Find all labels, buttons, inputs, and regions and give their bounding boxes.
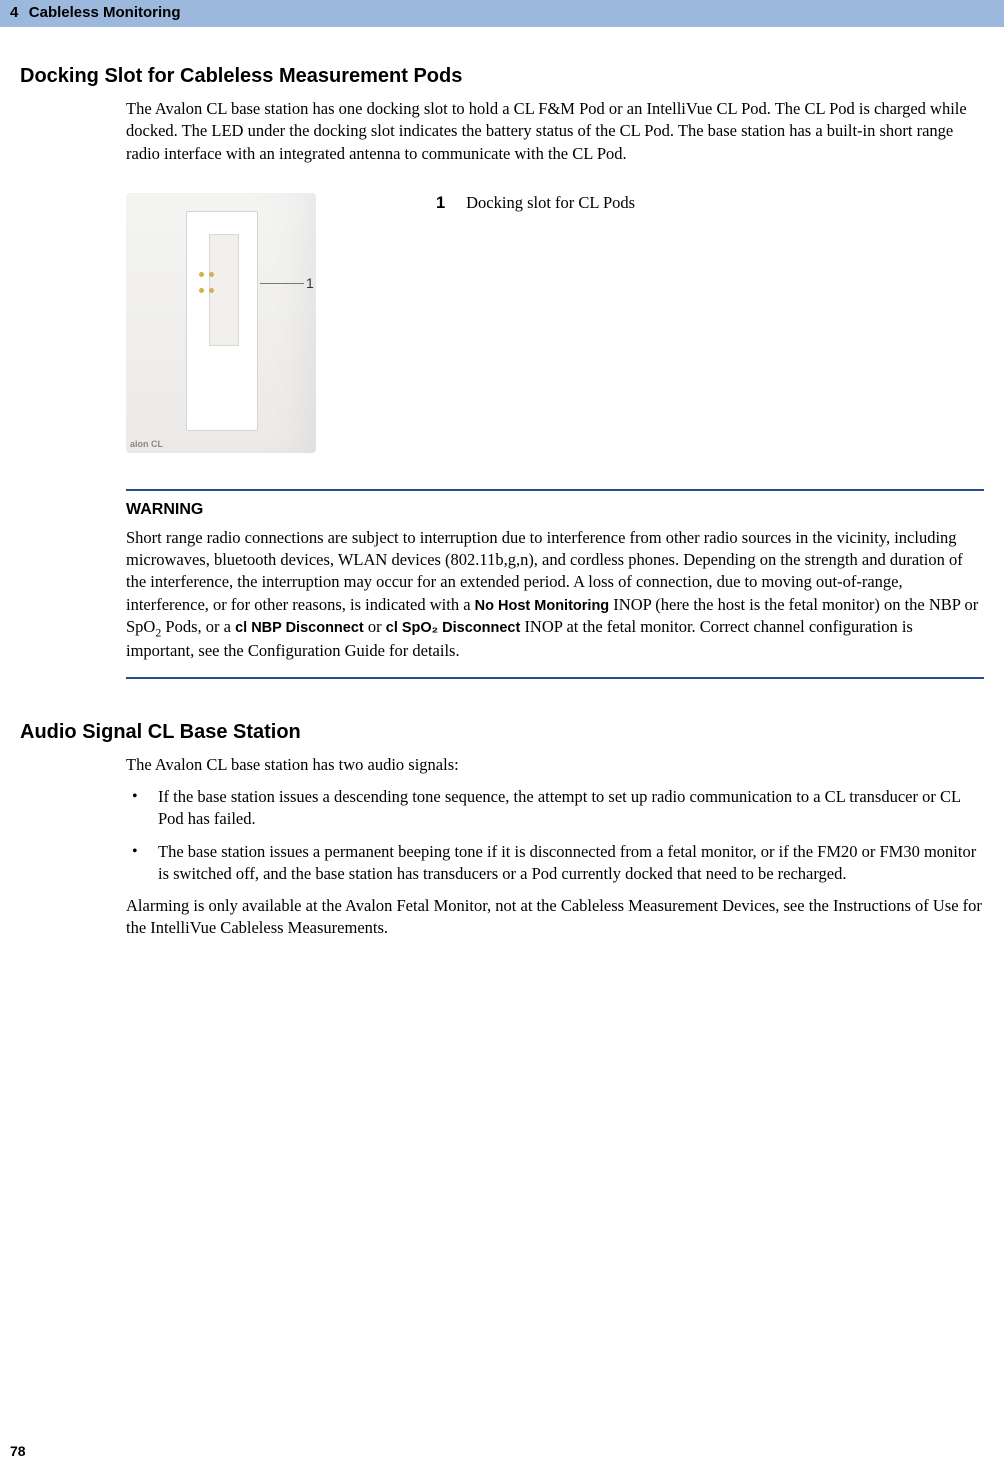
page-body: Docking Slot for Cableless Measurement P… [0,27,1004,940]
device-brand-text: alon CL [130,439,163,449]
figure-row: 1 alon CL 1 Docking slot for CL Pods [126,193,984,453]
legend-text: Docking slot for CL Pods [466,193,635,212]
warning-rule-bottom [126,677,984,679]
callout-number-1: 1 [306,275,314,291]
warning-text: Short range radio connections are subjec… [126,527,984,663]
section-heading-docking-slot: Docking Slot for Cableless Measurement P… [20,65,984,88]
chapter-title: Cableless Monitoring [29,4,181,21]
section-heading-audio-signal: Audio Signal CL Base Station [20,721,984,744]
list-item: The base station issues a permanent beep… [126,841,984,886]
callout-leader-line [260,283,304,284]
warning-part4: or [368,617,386,636]
warning-part3: Pods, or a [165,617,235,636]
legend-number: 1 [436,194,462,213]
figure-legend: 1 Docking slot for CL Pods [436,193,635,213]
section1-intro: The Avalon CL base station has one docki… [126,98,984,165]
page-number: 78 [10,1443,26,1459]
list-item: If the base station issues a descending … [126,786,984,831]
docking-slot-panel [186,211,258,431]
inop-nbp-disconnect: cl NBP Disconnect [235,620,364,636]
inop-spo2-disconnect: cl SpO₂ Disconnect [386,620,521,636]
device-illustration: 1 alon CL [126,193,316,453]
spo2-subscript: 2 [155,625,161,639]
chapter-number: 4 [10,4,18,21]
audio-signal-list: If the base station issues a descending … [126,786,984,885]
page-header: 4 Cableless Monitoring [0,0,1004,27]
warning-rule-top [126,489,984,491]
warning-label: WARNING [126,501,984,519]
inop-no-host: No Host Monitoring [475,598,610,614]
section2-outro: Alarming is only available at the Avalon… [126,895,984,940]
section2-intro: The Avalon CL base station has two audio… [126,754,984,776]
